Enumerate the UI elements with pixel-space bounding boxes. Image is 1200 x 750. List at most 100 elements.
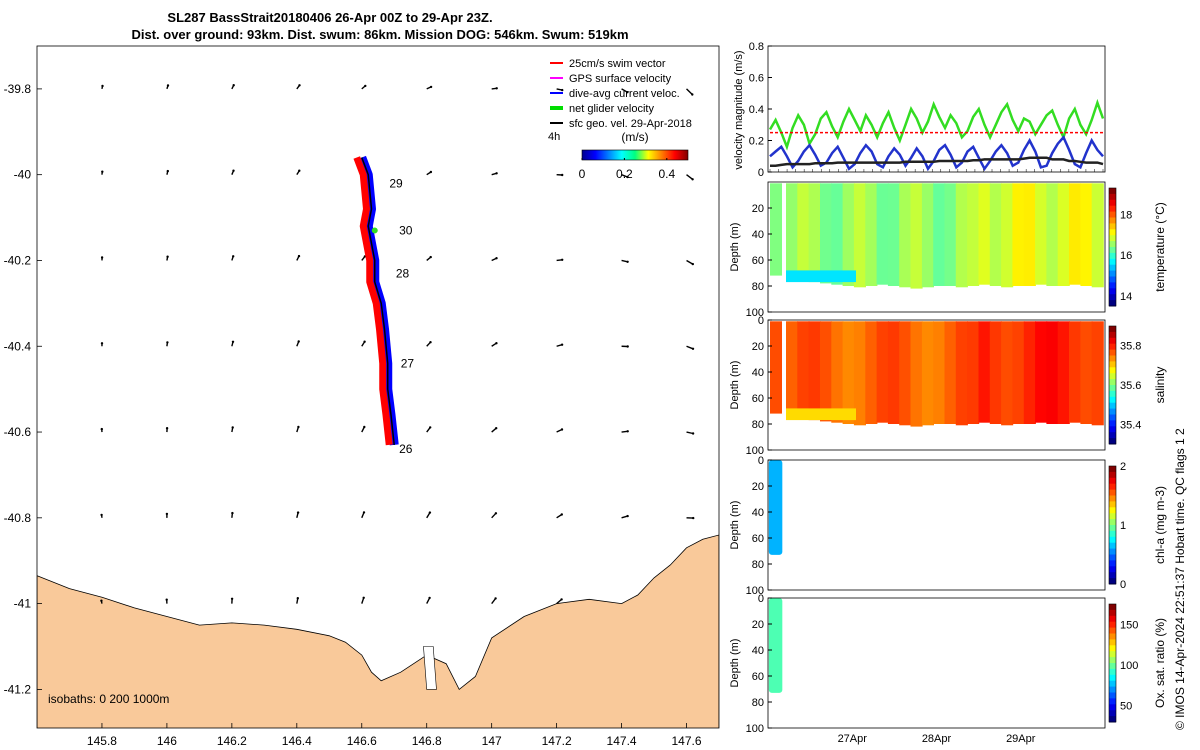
temperature-column (899, 183, 912, 288)
oxygen-colorbar-segment (1109, 716, 1116, 723)
salinity-first-column (770, 321, 782, 414)
temperature-column (842, 183, 855, 286)
current-arrow-head (166, 84, 170, 87)
track-net-velocity (371, 227, 378, 234)
chlorophyll-colorbar-segment (1109, 542, 1116, 550)
temperature-colorbar-tick-label: 18 (1120, 209, 1132, 221)
temperature-column (1012, 183, 1025, 286)
oxygen-colorbar-segment (1109, 639, 1116, 646)
temperature-column (865, 183, 878, 286)
chlorophyll-colorbar-segment (1109, 466, 1116, 473)
map-x-tick-label: 146.6 (347, 734, 377, 748)
current-arrow (686, 259, 694, 265)
oxygen-colorbar-segment (1109, 668, 1116, 676)
current-arrow-head (495, 87, 498, 90)
current-arrow-head (691, 178, 694, 181)
current-arrow (686, 174, 694, 180)
chlorophyll-y-tick-label: 0 (758, 455, 764, 467)
map-y-tick-label: -40.4 (4, 339, 32, 353)
day-labels: 29 30 28 27 26 (389, 176, 414, 456)
current-arrow-head (495, 342, 498, 345)
current-arrow-head (166, 255, 169, 258)
oxygen-colorbar-segment (1109, 621, 1116, 629)
current-arrow-head (626, 175, 629, 179)
temperature-colorbar-tick-label: 16 (1120, 250, 1132, 262)
temperature-y-label: Depth (m) (729, 223, 741, 272)
salinity-y-tick-label: 80 (752, 419, 764, 431)
current-arrow-head (298, 169, 301, 172)
current-arrow-head (298, 84, 301, 87)
salinity-column (786, 321, 799, 418)
oxygen-colorbar-segment (1109, 704, 1116, 711)
current-arrow-head (101, 84, 104, 88)
oxygen-colorbar-segment (1109, 627, 1116, 634)
current-arrow-head (428, 596, 431, 600)
oxygen-colorbar-segment (1109, 710, 1116, 717)
map-y-axis: -39.8 -40 -40.2 -40.4 -40.6 -40.8 -41 -41.2 (4, 82, 42, 696)
oxygen-colorbar-tick-label: 50 (1120, 701, 1132, 713)
temperature-column (944, 183, 957, 286)
title-line-1: SL287 BassStrait20180406 26-Apr 00Z to 2… (167, 10, 492, 25)
oxygen-colorbar-label: Ox. sat. ratio (%) (1153, 618, 1167, 708)
map-frame (36, 45, 720, 729)
temperature-column (1091, 183, 1104, 288)
salinity-column (921, 321, 934, 426)
current-arrow-head (626, 91, 629, 94)
temperature-column (1001, 183, 1014, 288)
chlorophyll-y-label: Depth (m) (729, 501, 741, 550)
legend-label: net glider velocity (569, 103, 654, 115)
salinity-column (797, 321, 810, 419)
chlorophyll-colorbar-segment (1109, 560, 1116, 567)
salinity-column (1012, 321, 1025, 424)
salinity-colorbar-segment (1109, 349, 1116, 356)
current-arrow-head (231, 426, 234, 429)
chlorophyll-colorbar-tick-label: 2 (1120, 461, 1126, 473)
glider-track (353, 155, 399, 446)
salinity-column (1057, 321, 1070, 424)
day-label: 27 (401, 356, 415, 370)
current-arrow-head (494, 512, 498, 515)
salinity-column (1080, 321, 1093, 424)
current-arrow-head (429, 170, 433, 174)
legend-label: GPS surface velocity (569, 73, 672, 85)
current-arrow-head (296, 511, 300, 514)
chlorophyll-colorbar-segment (1109, 519, 1116, 526)
map-y-tick-label: -40.8 (4, 511, 32, 525)
current-arrow-head (100, 342, 104, 345)
salinity-colorbar-segment (1109, 379, 1116, 386)
tamar-inlet (423, 646, 437, 690)
salinity-colorbar-segment (1109, 390, 1116, 398)
current-arrow-head (364, 84, 367, 88)
temperature-colorbar-segment (1109, 217, 1116, 224)
salinity-y-tick-label: 100 (746, 445, 764, 457)
chlorophyll-colorbar-segment (1109, 471, 1116, 479)
current-arrow-head (429, 85, 433, 89)
time-label: 4h (548, 131, 560, 143)
velocity-y-label: velocity magnitude (m/s) (733, 50, 745, 169)
temperature-colorbar-segment (1109, 258, 1116, 266)
current-arrow-head (429, 426, 432, 429)
chlorophyll-colorbar-segment (1109, 578, 1116, 585)
current-arrow-head (362, 511, 366, 514)
map-legend: 25cm/s swim vector GPS surface velocity di… (550, 58, 692, 130)
salinity-colorbar-segment (1109, 426, 1116, 433)
velocity-y-tick-label: 0.8 (749, 41, 764, 53)
velocity-y-tick-label: 0 (758, 167, 764, 179)
temperature-colorbar-label: temperature (°C) (1153, 202, 1167, 292)
temperature-colorbar-segment (1109, 199, 1116, 207)
salinity-column (978, 321, 991, 423)
chlorophyll-y-tick-label: 40 (752, 507, 764, 519)
map-y-tick-label: -40 (14, 168, 32, 182)
current-arrow-head (429, 341, 432, 344)
isobaths-label: isobaths: 0 200 1000m (48, 692, 169, 706)
current-arrow-head (691, 432, 695, 435)
chlorophyll-colorbar-segment (1109, 566, 1116, 573)
salinity-column (899, 321, 912, 426)
current-arrow-head (560, 598, 563, 601)
map-y-tick-label: -41.2 (4, 682, 32, 696)
oxygen-colorbar-tick-label: 150 (1120, 619, 1138, 631)
chlorophyll-panel-frame (767, 459, 1106, 591)
current-arrow-head (166, 169, 169, 173)
current-arrow-head (691, 262, 694, 266)
